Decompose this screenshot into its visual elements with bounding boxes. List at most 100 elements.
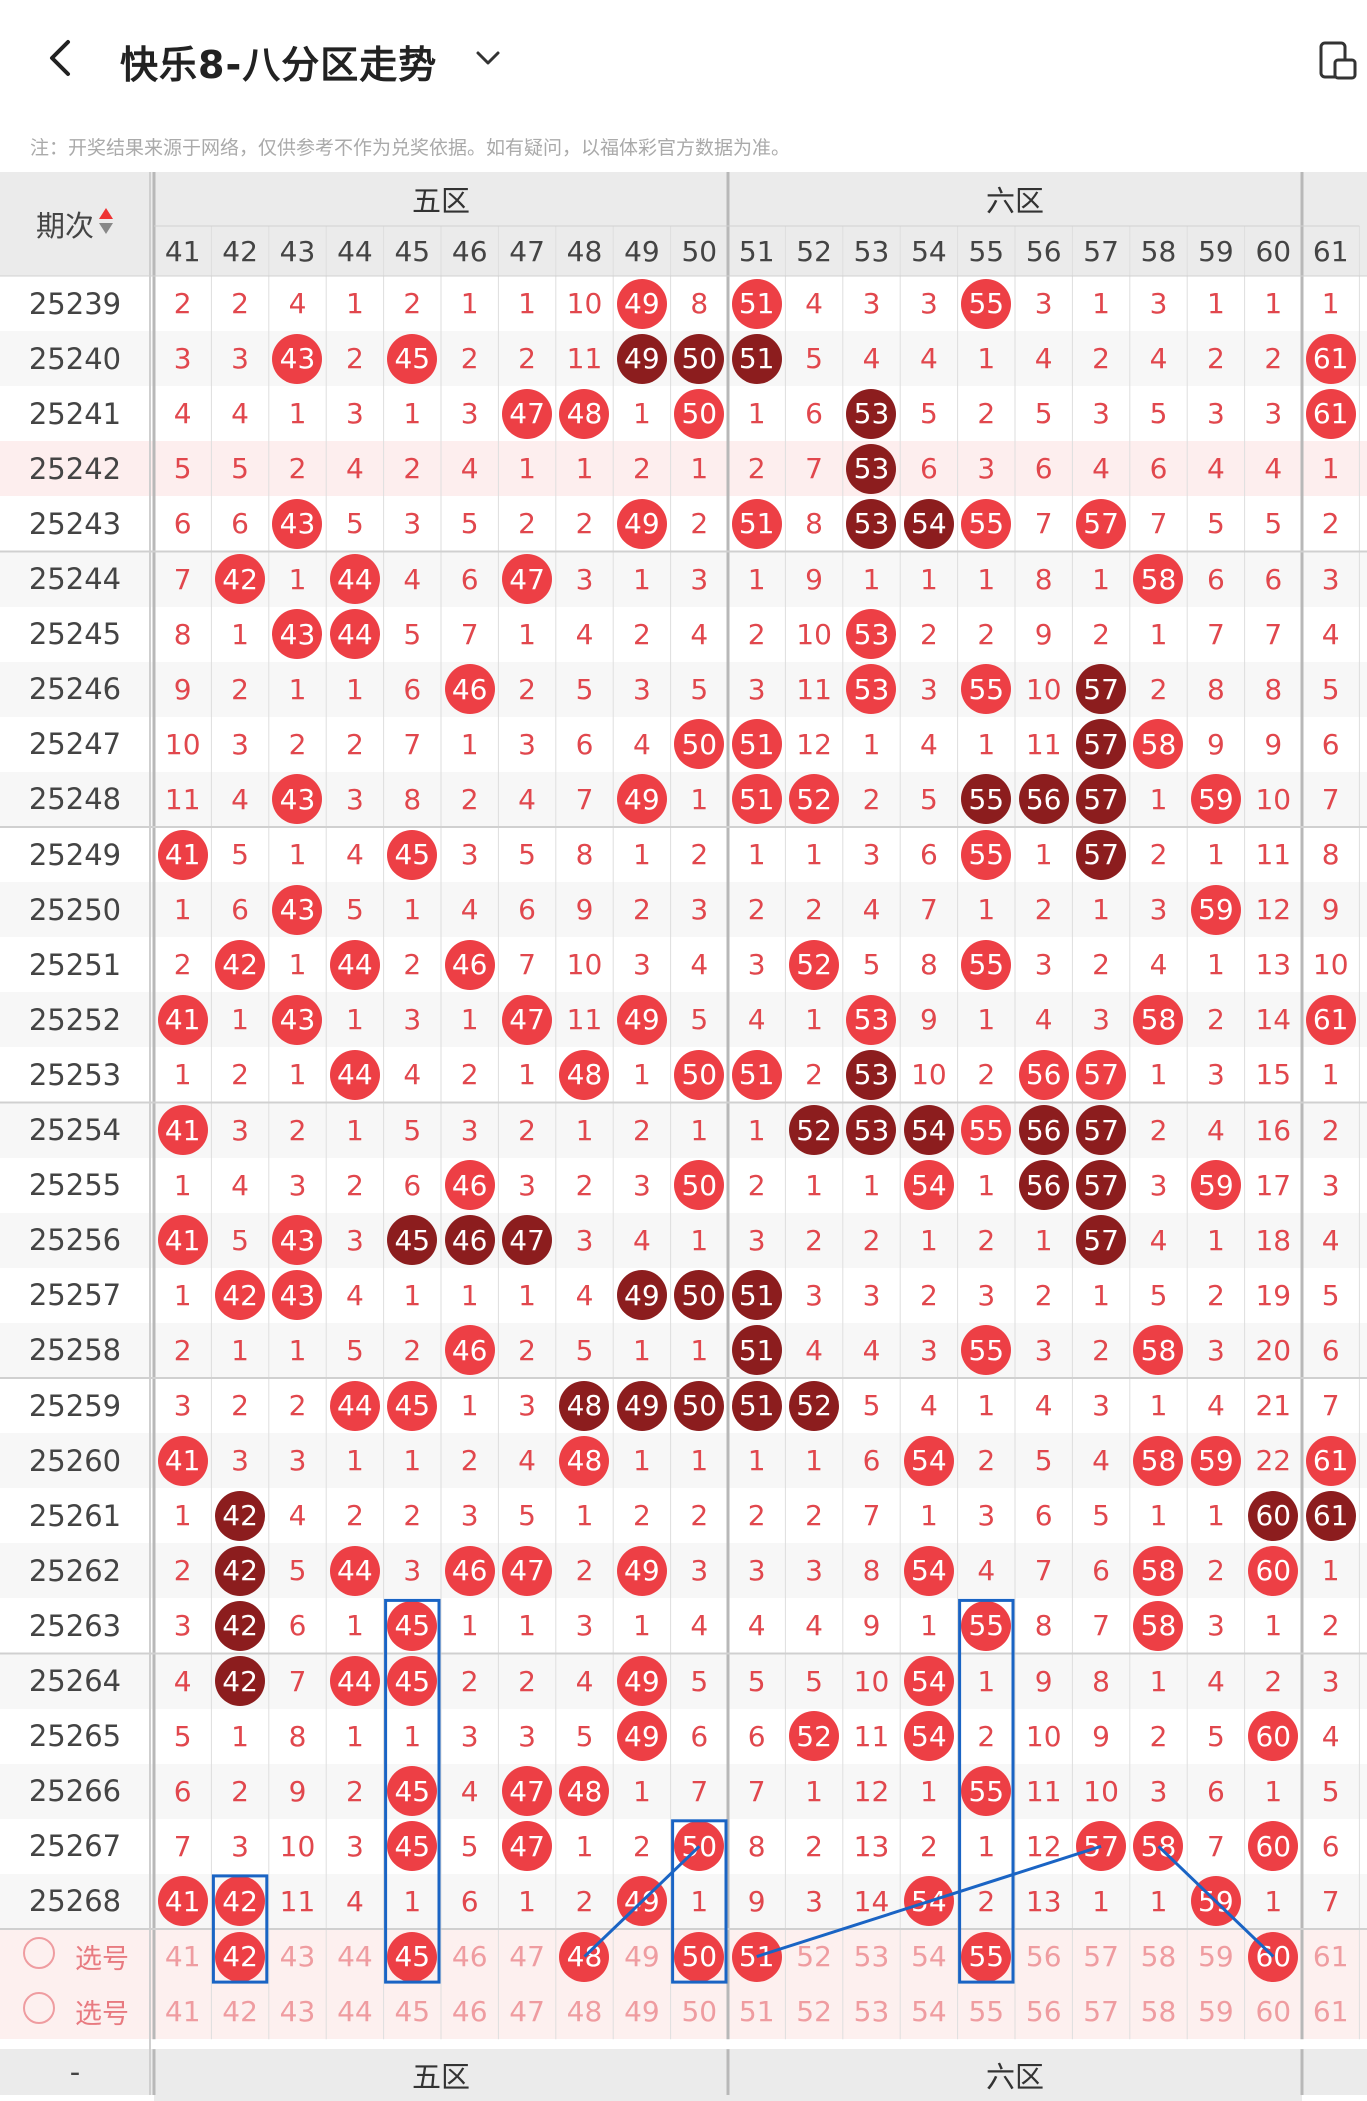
selectable-number[interactable]: 58 bbox=[1140, 1940, 1177, 1974]
select-cell-43[interactable]: 43 bbox=[269, 1929, 326, 1984]
selectable-number[interactable]: 47 bbox=[509, 1940, 545, 1974]
selectable-number[interactable]: 52 bbox=[796, 1995, 832, 2029]
selectable-number[interactable]: 57 bbox=[1083, 1995, 1119, 2029]
select-cell-49[interactable]: 49 bbox=[613, 1929, 670, 1984]
select-cell-60[interactable]: 60 bbox=[1245, 1984, 1302, 2039]
selectable-number[interactable]: 41 bbox=[164, 1995, 201, 2029]
selectable-number[interactable]: 56 bbox=[1025, 1940, 1062, 1974]
selected-number-ball[interactable]: 60 bbox=[1248, 1931, 1299, 1982]
chevron-down-icon[interactable] bbox=[470, 40, 506, 76]
selectable-number[interactable]: 57 bbox=[1083, 1940, 1119, 1974]
select-cell-50[interactable]: 50 bbox=[671, 1984, 728, 2039]
select-cell-59[interactable]: 59 bbox=[1187, 1984, 1244, 2039]
omission-count: 6 bbox=[403, 672, 422, 706]
select-cell-47[interactable]: 47 bbox=[498, 1929, 555, 1984]
select-row-label[interactable]: 选号 bbox=[0, 1984, 150, 2039]
select-cell-47[interactable]: 47 bbox=[498, 1984, 555, 2039]
selected-number-ball[interactable]: 45 bbox=[387, 1931, 438, 1982]
selectable-number[interactable]: 46 bbox=[451, 1995, 488, 2029]
select-cell-51[interactable]: 51 bbox=[728, 1984, 785, 2039]
omission-count: 3 bbox=[345, 1829, 364, 1863]
selectable-number[interactable]: 55 bbox=[968, 1995, 1005, 2029]
period-column-header[interactable]: 期次 bbox=[0, 172, 150, 276]
selectable-number[interactable]: 49 bbox=[624, 1995, 660, 2029]
select-cell-48[interactable]: 48 bbox=[556, 1984, 613, 2039]
selectable-number[interactable]: 59 bbox=[1198, 1940, 1234, 1974]
select-cell-49[interactable]: 49 bbox=[613, 1984, 670, 2039]
radio-circle-icon[interactable] bbox=[21, 1935, 57, 1978]
selectable-number[interactable]: 49 bbox=[624, 1940, 660, 1974]
select-cell-42[interactable]: 42 bbox=[211, 1929, 268, 1984]
selectable-number[interactable]: 41 bbox=[164, 1940, 201, 1974]
selectable-number[interactable]: 43 bbox=[279, 1995, 316, 2029]
selectable-number[interactable]: 50 bbox=[681, 1995, 718, 2029]
select-cell-48[interactable]: 48 bbox=[556, 1929, 613, 1984]
select-cell-59[interactable]: 59 bbox=[1187, 1929, 1244, 1984]
selectable-number[interactable]: 46 bbox=[451, 1940, 488, 1974]
select-cell-52[interactable]: 52 bbox=[785, 1929, 842, 1984]
select-cell-57[interactable]: 57 bbox=[1072, 1984, 1129, 2039]
selectable-number[interactable]: 54 bbox=[911, 1995, 947, 2029]
phone-rotate-icon[interactable] bbox=[1318, 38, 1358, 82]
selectable-number[interactable]: 60 bbox=[1255, 1995, 1292, 2029]
select-cell-46[interactable]: 46 bbox=[441, 1929, 498, 1984]
selected-number-ball[interactable]: 50 bbox=[674, 1931, 725, 1982]
select-cell-52[interactable]: 52 bbox=[785, 1984, 842, 2039]
select-cell-57[interactable]: 57 bbox=[1072, 1929, 1129, 1984]
selectable-number[interactable]: 45 bbox=[394, 1995, 431, 2029]
select-cell-44[interactable]: 44 bbox=[326, 1929, 383, 1984]
select-cell-41[interactable]: 41 bbox=[154, 1929, 211, 1984]
select-cell-56[interactable]: 56 bbox=[1015, 1984, 1072, 2039]
selectable-number[interactable]: 44 bbox=[337, 1940, 373, 1974]
select-cell-54[interactable]: 54 bbox=[900, 1929, 957, 1984]
select-cell-54[interactable]: 54 bbox=[900, 1984, 957, 2039]
selectable-number[interactable]: 51 bbox=[738, 1995, 775, 2029]
selected-number-ball[interactable]: 51 bbox=[731, 1931, 782, 1982]
select-cell-56[interactable]: 56 bbox=[1015, 1929, 1072, 1984]
select-row-label[interactable]: 选号 bbox=[0, 1929, 150, 1984]
selected-number-ball[interactable]: 48 bbox=[559, 1931, 610, 1982]
table-cell: 57 bbox=[1072, 496, 1129, 551]
selected-number-ball[interactable]: 42 bbox=[215, 1931, 266, 1982]
selectable-number[interactable]: 61 bbox=[1312, 1995, 1349, 2029]
selectable-number[interactable]: 58 bbox=[1140, 1995, 1177, 2029]
selectable-number[interactable]: 52 bbox=[796, 1940, 832, 1974]
row-background bbox=[0, 496, 1367, 552]
select-cell-53[interactable]: 53 bbox=[843, 1984, 900, 2039]
table-cell: 3 bbox=[1187, 1323, 1244, 1378]
select-cell-60[interactable]: 60 bbox=[1245, 1929, 1302, 1984]
select-cell-43[interactable]: 43 bbox=[269, 1984, 326, 2039]
radio-circle-icon[interactable] bbox=[21, 1990, 57, 2033]
select-cell-61[interactable]: 61 bbox=[1302, 1984, 1359, 2039]
back-arrow-icon[interactable] bbox=[40, 36, 84, 80]
selectable-number[interactable]: 47 bbox=[509, 1995, 545, 2029]
table-cell: 57 bbox=[1072, 1047, 1129, 1102]
select-cell-55[interactable]: 55 bbox=[958, 1984, 1015, 2039]
omission-count: 1 bbox=[173, 1058, 192, 1092]
selectable-number[interactable]: 59 bbox=[1198, 1995, 1234, 2029]
selected-number-ball[interactable]: 55 bbox=[961, 1931, 1012, 1982]
selectable-number[interactable]: 43 bbox=[279, 1940, 316, 1974]
select-cell-46[interactable]: 46 bbox=[441, 1984, 498, 2039]
selectable-number[interactable]: 61 bbox=[1312, 1940, 1349, 1974]
select-cell-55[interactable]: 55 bbox=[958, 1929, 1015, 1984]
selectable-number[interactable]: 44 bbox=[337, 1995, 373, 2029]
selectable-number[interactable]: 48 bbox=[566, 1995, 603, 2029]
select-cell-58[interactable]: 58 bbox=[1130, 1929, 1187, 1984]
select-cell-58[interactable]: 58 bbox=[1130, 1984, 1187, 2039]
selectable-number[interactable]: 53 bbox=[853, 1940, 890, 1974]
select-cell-45[interactable]: 45 bbox=[384, 1984, 441, 2039]
select-cell-53[interactable]: 53 bbox=[843, 1929, 900, 1984]
select-cell-44[interactable]: 44 bbox=[326, 1984, 383, 2039]
select-cell-41[interactable]: 41 bbox=[154, 1984, 211, 2039]
select-cell-45[interactable]: 45 bbox=[384, 1929, 441, 1984]
selectable-number[interactable]: 53 bbox=[853, 1995, 890, 2029]
selectable-number[interactable]: 54 bbox=[911, 1940, 947, 1974]
selectable-number[interactable]: 56 bbox=[1025, 1995, 1062, 2029]
select-cell-50[interactable]: 50 bbox=[671, 1929, 728, 1984]
select-cell-61[interactable]: 61 bbox=[1302, 1929, 1359, 1984]
selectable-number[interactable]: 42 bbox=[222, 1995, 258, 2029]
sort-icon[interactable] bbox=[98, 206, 114, 243]
select-cell-42[interactable]: 42 bbox=[211, 1984, 268, 2039]
select-cell-51[interactable]: 51 bbox=[728, 1929, 785, 1984]
